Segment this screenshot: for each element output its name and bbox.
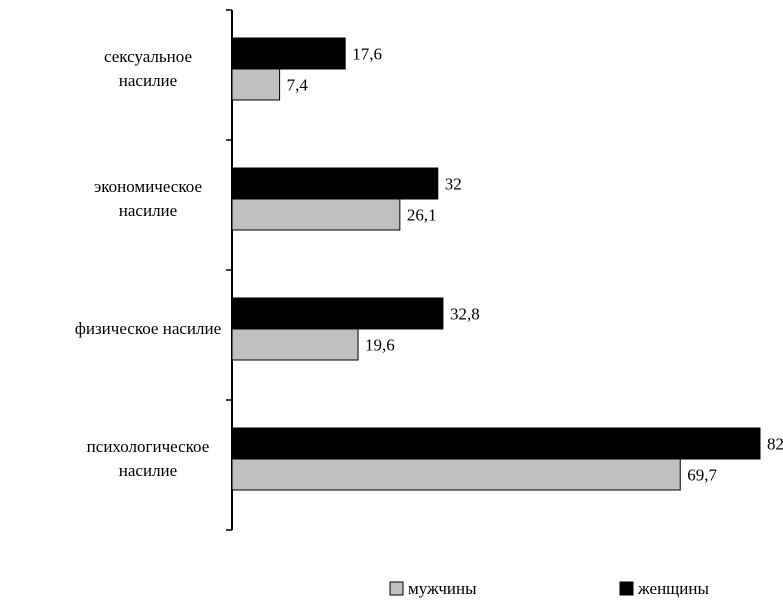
bar-women <box>231 37 346 70</box>
bar-men <box>231 458 681 491</box>
category-labels: сексуальное насилие экономическое насилие фи… <box>75 47 221 480</box>
data-labels: 17,6 7,4 32 26,1 32,8 19,6 82,1 69,7 <box>287 45 783 485</box>
category-label: физическое насилие <box>75 319 221 338</box>
bar-women <box>231 297 444 330</box>
category-label: насилие <box>119 201 177 220</box>
data-label: 26,1 <box>407 206 437 225</box>
legend-label: мужчины <box>408 579 477 598</box>
data-label: 32 <box>445 175 462 194</box>
category-label: экономическое <box>94 177 202 196</box>
bar-men <box>231 68 281 101</box>
data-label: 32,8 <box>450 305 480 324</box>
category-label: насилие <box>119 71 177 90</box>
bar-women <box>231 167 439 200</box>
legend-swatch <box>619 581 634 596</box>
bars-group <box>231 37 761 491</box>
bar-women <box>231 427 761 460</box>
data-label: 17,6 <box>352 45 382 64</box>
legend: мужчины женщины <box>389 579 709 598</box>
category-label: насилие <box>119 461 177 480</box>
legend-label: женщины <box>637 579 709 598</box>
data-label: 19,6 <box>365 336 395 355</box>
data-label: 7,4 <box>287 76 309 95</box>
bar-men <box>231 198 401 231</box>
data-label: 82,1 <box>767 435 783 454</box>
category-label: сексуальное <box>104 47 192 66</box>
data-label: 69,7 <box>687 466 717 485</box>
y-axis-ticks <box>226 9 232 531</box>
category-label: психологическое <box>87 437 210 456</box>
legend-swatch <box>389 581 404 596</box>
bar-men <box>231 328 359 361</box>
